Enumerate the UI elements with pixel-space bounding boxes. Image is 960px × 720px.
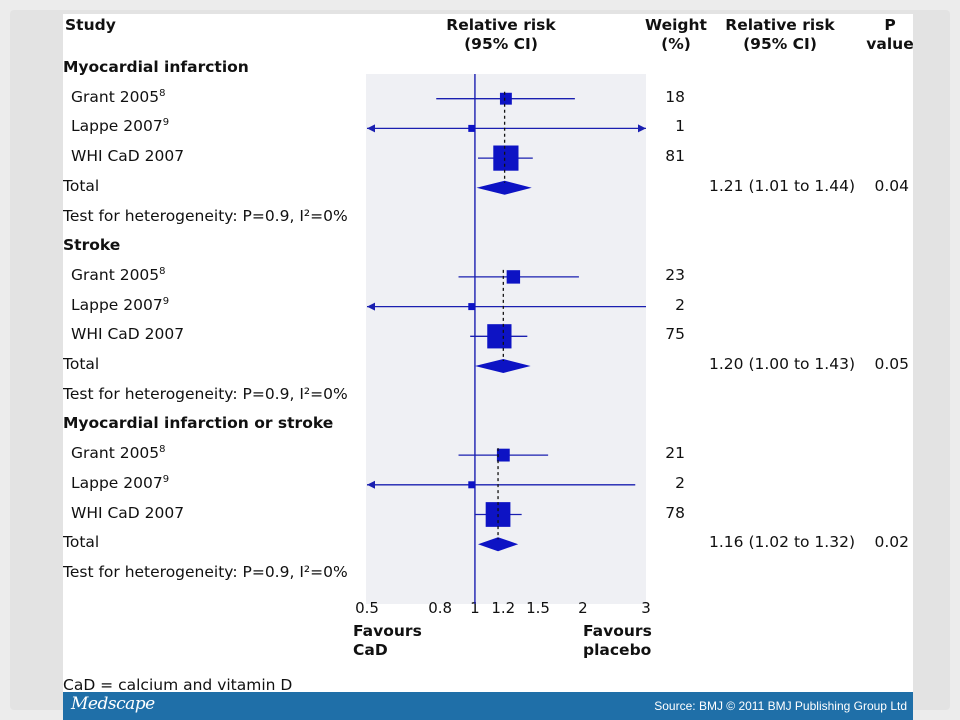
header-rr-plot: Relative risk (95% CI) xyxy=(446,16,556,53)
weight-value: 81 xyxy=(665,147,685,166)
weight-value: 1 xyxy=(675,117,685,136)
study-label: Grant 20058 xyxy=(71,265,166,284)
weight-value: 75 xyxy=(665,325,685,344)
study-marker xyxy=(496,448,510,462)
favours-left-label: Favours CaD xyxy=(353,622,422,659)
header-study: Study xyxy=(65,16,116,34)
x-tick-label: 2 xyxy=(578,599,588,617)
favours-right-label: Favours placebo xyxy=(583,622,652,659)
source-credit: Source: BMJ © 2011 BMJ Publishing Group … xyxy=(654,699,907,713)
forest-plot-svg xyxy=(367,74,646,604)
study-label: WHI CaD 2007 xyxy=(71,503,185,522)
reference-number: 8 xyxy=(159,444,166,456)
reference-number: 8 xyxy=(159,265,166,277)
total-ci-text: 1.21 (1.01 to 1.44) xyxy=(709,176,855,195)
footnote: CaD = calcium and vitamin D xyxy=(63,676,293,694)
ci-arrow-right xyxy=(638,124,646,133)
heterogeneity-text: Test for heterogeneity: P=0.9, I²=0% xyxy=(63,562,348,581)
study-marker xyxy=(499,92,512,105)
weight-value: 2 xyxy=(675,295,685,314)
study-marker xyxy=(493,145,519,171)
total-label: Total xyxy=(63,533,100,552)
study-label: Lappe 20079 xyxy=(71,473,170,492)
ci-arrow-left xyxy=(367,302,375,311)
study-marker xyxy=(468,303,476,311)
x-tick-label: 1.5 xyxy=(526,599,550,617)
study-marker xyxy=(468,481,476,489)
total-diamond xyxy=(478,537,519,552)
study-label: Grant 20058 xyxy=(71,444,166,463)
total-diamond xyxy=(474,359,531,373)
x-tick-label: 1 xyxy=(470,599,480,617)
study-marker xyxy=(468,124,476,132)
header-weight: Weight (%) xyxy=(645,16,707,53)
weight-value: 2 xyxy=(675,473,685,492)
footer-bar: Medscape Source: BMJ © 2011 BMJ Publishi… xyxy=(63,692,913,720)
study-label: WHI CaD 2007 xyxy=(71,325,185,344)
group-heading: Myocardial infarction or stroke xyxy=(63,414,334,433)
group-heading: Stroke xyxy=(63,236,121,255)
study-label: WHI CaD 2007 xyxy=(71,147,185,166)
reference-number: 9 xyxy=(162,117,170,129)
forest-plot-slide: Study Relative risk (95% CI) Weight (%) Re… xyxy=(63,14,913,694)
total-p-value: 0.05 xyxy=(874,355,909,373)
total-label: Total xyxy=(63,355,100,373)
study-marker xyxy=(506,270,521,284)
x-tick-label: 0.8 xyxy=(428,599,453,617)
study-label: Lappe 20079 xyxy=(71,295,170,314)
x-tick-label: 1.2 xyxy=(491,599,516,617)
x-tick-label: 0.5 xyxy=(355,599,379,617)
reference-number: 9 xyxy=(162,473,170,485)
medscape-logo: Medscape xyxy=(71,694,155,714)
heterogeneity-text: Test for heterogeneity: P=0.9, I²=0% xyxy=(63,206,348,225)
total-label: Total xyxy=(63,176,100,195)
total-ci-text: 1.16 (1.02 to 1.32) xyxy=(709,533,855,552)
study-marker xyxy=(487,324,512,349)
total-ci-text: 1.20 (1.00 to 1.43) xyxy=(709,355,855,373)
total-diamond xyxy=(476,180,532,195)
weight-value: 21 xyxy=(665,444,685,463)
reference-number: 8 xyxy=(159,87,166,99)
weight-value: 18 xyxy=(665,87,685,106)
reference-number: 9 xyxy=(162,295,170,307)
total-p-value: 0.02 xyxy=(874,533,909,552)
study-label: Grant 20058 xyxy=(71,87,166,106)
ci-arrow-left xyxy=(367,480,375,489)
study-label: Lappe 20079 xyxy=(71,117,170,136)
weight-value: 78 xyxy=(665,503,685,522)
total-p-value: 0.04 xyxy=(874,176,909,195)
weight-value: 23 xyxy=(665,265,685,284)
group-heading: Myocardial infarction xyxy=(63,58,249,76)
heterogeneity-text: Test for heterogeneity: P=0.9, I²=0% xyxy=(63,384,348,403)
ci-arrow-left xyxy=(367,124,375,133)
header-rr: Relative risk (95% CI) xyxy=(725,16,835,53)
x-tick-label: 3 xyxy=(641,599,651,617)
